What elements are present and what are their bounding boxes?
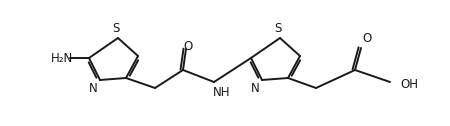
Text: N: N — [251, 82, 259, 94]
Text: NH: NH — [213, 87, 231, 100]
Text: N: N — [89, 82, 97, 94]
Text: OH: OH — [400, 77, 418, 90]
Text: S: S — [274, 23, 282, 36]
Text: H₂N: H₂N — [51, 52, 73, 65]
Text: O: O — [184, 39, 193, 53]
Text: S: S — [112, 23, 120, 36]
Text: O: O — [362, 33, 372, 45]
